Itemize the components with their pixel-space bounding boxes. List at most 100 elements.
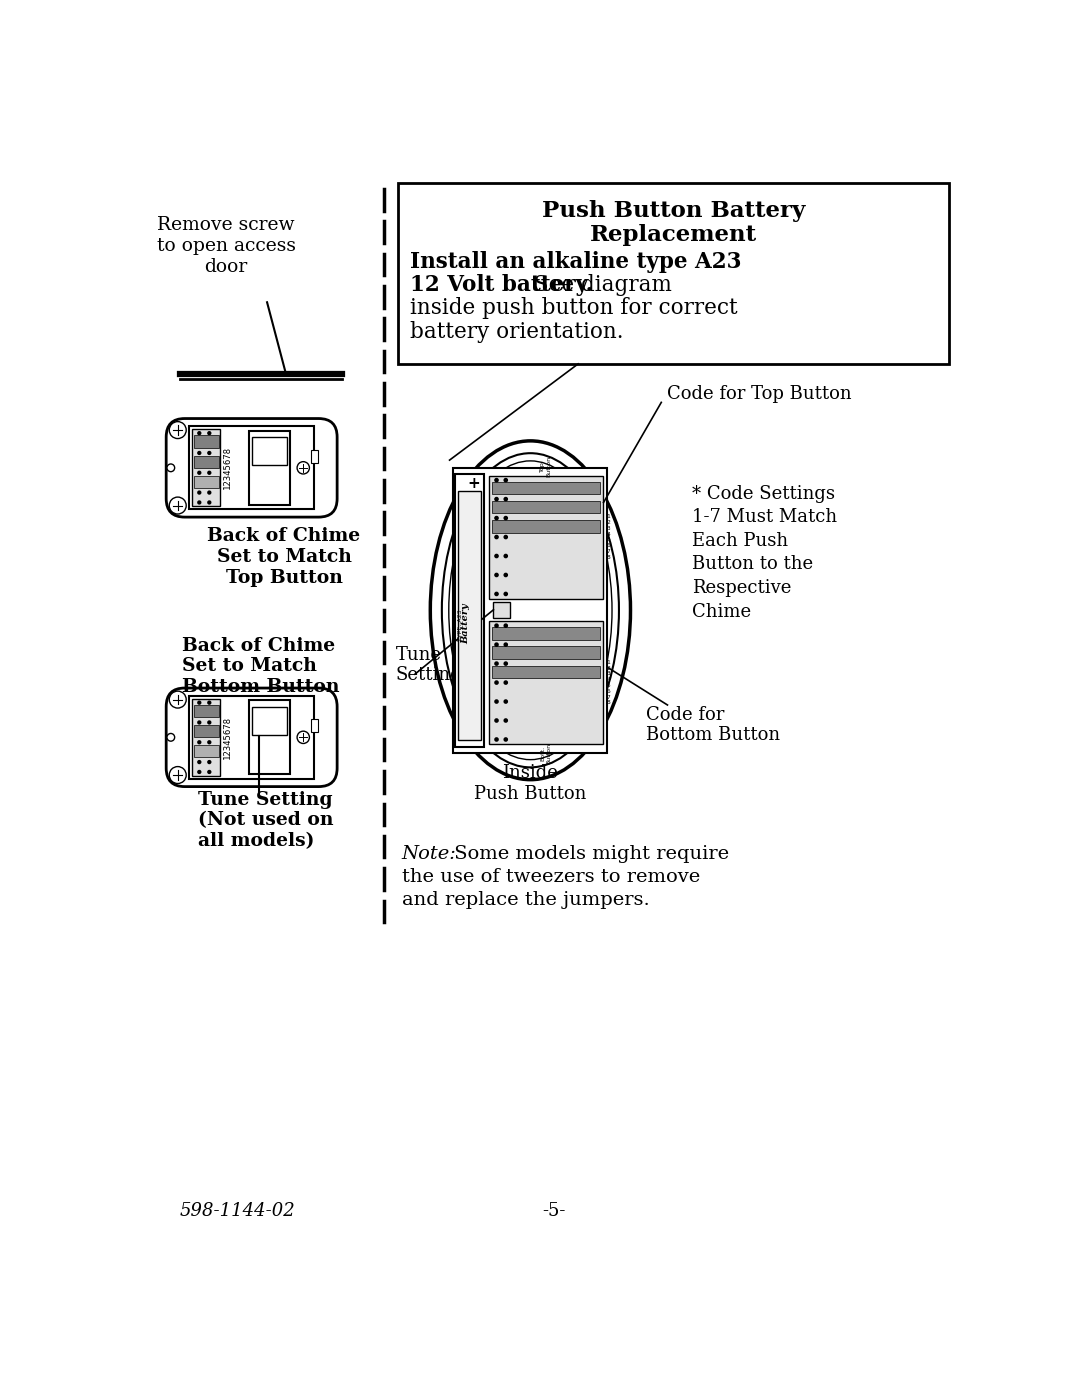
Circle shape (198, 470, 202, 475)
Text: Battery: Battery (461, 604, 470, 645)
Text: Install an alkaline type A23: Install an alkaline type A23 (410, 251, 742, 274)
Text: Remove screw
to open access
door: Remove screw to open access door (157, 216, 296, 276)
Circle shape (495, 662, 499, 666)
Bar (458, 491, 481, 740)
Text: and replace the jumpers.: and replace the jumpers. (402, 891, 649, 909)
Circle shape (198, 730, 202, 734)
Text: TYPE: A23: TYPE: A23 (458, 610, 463, 642)
Circle shape (207, 470, 212, 475)
Circle shape (207, 759, 212, 764)
Circle shape (198, 451, 202, 455)
Bar (194, 436, 218, 448)
Circle shape (207, 701, 212, 705)
Text: 1
2
3
4
5
6
7
8: 1 2 3 4 5 6 7 8 (607, 514, 610, 560)
Circle shape (198, 701, 202, 705)
Circle shape (495, 554, 499, 558)
Bar (489, 476, 603, 599)
Circle shape (198, 500, 202, 504)
Text: Code for
Bottom Button: Code for Bottom Button (646, 705, 780, 744)
Text: Note:: Note: (402, 845, 457, 863)
Bar (491, 482, 599, 494)
Bar (166, 706, 337, 768)
Ellipse shape (442, 454, 619, 768)
Circle shape (495, 642, 499, 646)
Bar (249, 431, 291, 505)
Bar (253, 437, 287, 465)
Circle shape (198, 720, 202, 725)
Circle shape (503, 515, 508, 521)
Circle shape (495, 737, 499, 741)
Bar (189, 426, 314, 510)
Bar (494, 602, 511, 618)
Circle shape (207, 431, 212, 436)
Bar (194, 476, 218, 487)
Circle shape (170, 766, 186, 783)
Circle shape (495, 718, 499, 723)
Circle shape (207, 740, 212, 744)
Bar (455, 475, 484, 747)
Circle shape (300, 480, 337, 517)
Text: Inside
Push Button: Inside Push Button (474, 764, 586, 803)
Circle shape (503, 535, 508, 539)
Text: the use of tweezers to remove: the use of tweezers to remove (402, 868, 700, 886)
Ellipse shape (449, 461, 612, 759)
Circle shape (503, 497, 508, 501)
Circle shape (503, 572, 508, 578)
Text: 1
2
3
4
5
6
7
8: 1 2 3 4 5 6 7 8 (607, 660, 610, 705)
Bar (491, 627, 599, 639)
Bar (491, 646, 599, 659)
Circle shape (198, 431, 202, 436)
Circle shape (300, 419, 337, 455)
Bar (491, 521, 599, 532)
Circle shape (495, 572, 499, 578)
Circle shape (207, 461, 212, 465)
Circle shape (167, 733, 175, 741)
Bar (194, 725, 218, 737)
Text: inside push button for correct: inside push button for correct (410, 297, 738, 320)
Text: Code for Top Button: Code for Top Button (667, 385, 852, 403)
Circle shape (503, 699, 508, 704)
Circle shape (503, 624, 508, 628)
Text: 12345678: 12345678 (224, 716, 232, 759)
Circle shape (503, 592, 508, 596)
Text: Bott.
Button: Bott. Button (540, 743, 551, 764)
Circle shape (207, 441, 212, 445)
Circle shape (198, 441, 202, 445)
Circle shape (503, 642, 508, 646)
Circle shape (198, 490, 202, 494)
Circle shape (297, 462, 309, 475)
Circle shape (207, 730, 212, 734)
Circle shape (503, 477, 508, 483)
Circle shape (198, 740, 202, 744)
Text: 12 Volt battery.: 12 Volt battery. (410, 275, 593, 296)
Circle shape (495, 535, 499, 539)
Text: Tune Setting
(Not used on
all models): Tune Setting (Not used on all models) (198, 790, 334, 850)
Circle shape (207, 490, 212, 494)
Text: Push Button Battery: Push Button Battery (542, 200, 806, 222)
Text: Back of Chime
Set to Match
Bottom Button: Back of Chime Set to Match Bottom Button (183, 637, 340, 697)
Circle shape (198, 750, 202, 754)
Bar (194, 705, 218, 718)
Circle shape (495, 477, 499, 483)
Circle shape (495, 699, 499, 704)
Circle shape (207, 480, 212, 484)
Circle shape (503, 662, 508, 666)
Circle shape (207, 750, 212, 754)
Bar (249, 701, 291, 775)
Circle shape (495, 680, 499, 685)
Bar (185, 688, 319, 786)
Circle shape (170, 497, 186, 514)
Circle shape (300, 688, 337, 725)
Bar (253, 706, 287, 734)
Text: Replacement: Replacement (590, 225, 757, 246)
Circle shape (503, 680, 508, 685)
Text: -5-: -5- (542, 1202, 565, 1220)
Text: 12345678: 12345678 (224, 447, 232, 490)
Bar (397, 183, 949, 364)
Circle shape (207, 769, 212, 775)
Circle shape (300, 750, 337, 786)
Text: 598-1144-02: 598-1144-02 (180, 1202, 296, 1220)
Text: * Code Settings
1-7 Must Match
Each Push
Button to the
Respective
Chime: * Code Settings 1-7 Must Match Each Push… (692, 484, 837, 620)
Bar (194, 455, 218, 468)
Circle shape (166, 750, 203, 786)
